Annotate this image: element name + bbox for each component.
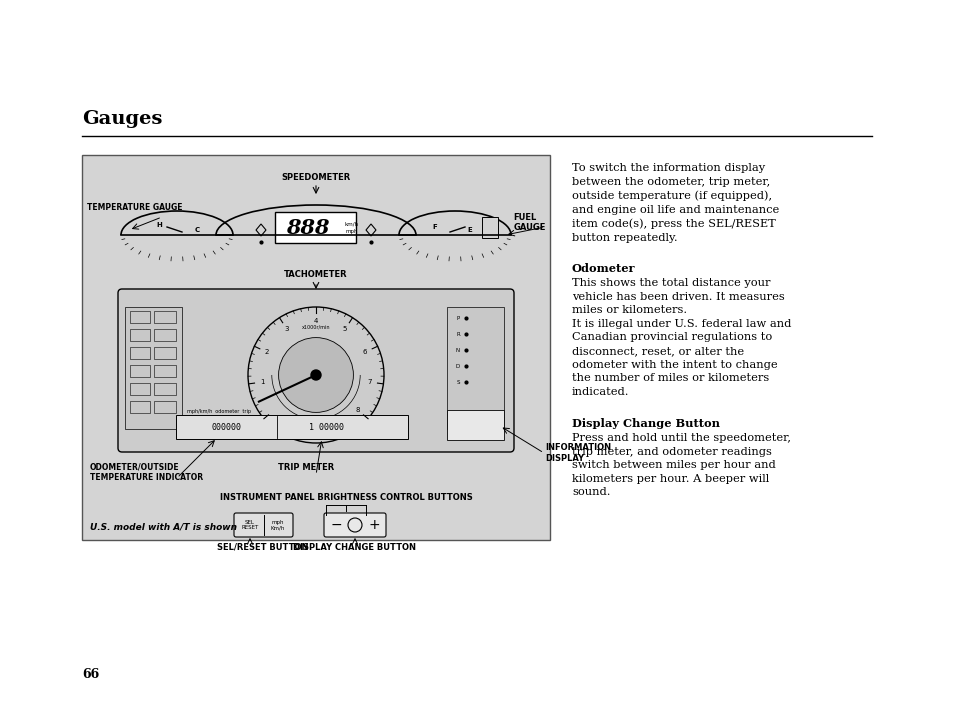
Text: 5: 5 [342, 327, 347, 332]
FancyBboxPatch shape [482, 217, 498, 238]
Text: DISPLAY CHANGE BUTTON: DISPLAY CHANGE BUTTON [294, 543, 416, 552]
Text: 000000: 000000 [212, 422, 242, 432]
FancyBboxPatch shape [275, 212, 356, 243]
Text: F: F [432, 224, 436, 230]
Text: mph
Km/h: mph Km/h [271, 520, 285, 530]
Text: To switch the information display
between the odometer, trip meter,
outside temp: To switch the information display betwee… [572, 163, 779, 243]
Text: H: H [156, 222, 162, 228]
Circle shape [278, 337, 353, 413]
Text: This shows the total distance your
vehicle has been driven. It measures
miles or: This shows the total distance your vehic… [572, 278, 791, 397]
Circle shape [311, 370, 320, 380]
Text: C: C [194, 227, 199, 233]
Text: SEL
RESET: SEL RESET [241, 520, 258, 530]
Text: 1 00000: 1 00000 [309, 422, 344, 432]
Text: 888: 888 [286, 218, 330, 238]
Text: E: E [467, 227, 472, 233]
FancyBboxPatch shape [175, 415, 408, 439]
Bar [153, 347, 175, 359]
Text: SEL/RESET BUTTON: SEL/RESET BUTTON [217, 543, 309, 552]
FancyBboxPatch shape [125, 307, 182, 429]
Text: FUEL
GAUGE: FUEL GAUGE [513, 213, 545, 232]
Text: 3: 3 [284, 327, 289, 332]
Text: 66: 66 [82, 668, 99, 681]
Text: +: + [368, 518, 379, 532]
FancyBboxPatch shape [447, 307, 503, 429]
Text: Odometer: Odometer [572, 263, 635, 274]
Bar [153, 383, 175, 395]
FancyBboxPatch shape [82, 155, 550, 540]
Text: SPEEDOMETER: SPEEDOMETER [281, 173, 351, 182]
Text: Gauges: Gauges [82, 110, 162, 128]
Bar [153, 329, 175, 341]
Bar [153, 365, 175, 377]
FancyBboxPatch shape [324, 513, 386, 537]
Text: D: D [456, 364, 459, 368]
Text: Press and hold until the speedometer,
trip meter, and odometer readings
switch b: Press and hold until the speedometer, tr… [572, 433, 790, 498]
FancyBboxPatch shape [233, 513, 293, 537]
Text: TACHOMETER: TACHOMETER [284, 270, 348, 279]
Text: P: P [456, 315, 459, 320]
Text: x1000r/min: x1000r/min [301, 324, 330, 329]
Text: 2: 2 [265, 349, 269, 355]
Text: Display Change Button: Display Change Button [572, 418, 720, 429]
Text: 4: 4 [314, 318, 318, 324]
Bar [153, 401, 175, 413]
Text: R: R [456, 332, 459, 337]
Text: INFORMATION
DISPLAY: INFORMATION DISPLAY [544, 443, 611, 463]
Bar [130, 383, 150, 395]
FancyBboxPatch shape [118, 289, 514, 452]
Text: TEMPERATURE GAUGE: TEMPERATURE GAUGE [87, 203, 182, 212]
Bar [153, 311, 175, 323]
Text: N: N [456, 347, 459, 352]
Text: ODOMETER/OUTSIDE
TEMPERATURE INDICATOR: ODOMETER/OUTSIDE TEMPERATURE INDICATOR [90, 463, 203, 482]
Bar [130, 365, 150, 377]
Bar [130, 347, 150, 359]
Bar [130, 401, 150, 413]
Text: TRIP METER: TRIP METER [277, 463, 334, 472]
Text: km/h: km/h [345, 222, 358, 226]
Text: U.S. model with A/T is shown: U.S. model with A/T is shown [90, 522, 236, 531]
Bar [130, 329, 150, 341]
FancyBboxPatch shape [447, 410, 503, 440]
Text: mph/km/h  odometer  trip: mph/km/h odometer trip [187, 408, 251, 413]
Text: mph: mph [345, 229, 358, 234]
Bar [130, 311, 150, 323]
Text: 8: 8 [355, 407, 359, 413]
Text: 1: 1 [260, 379, 264, 385]
Text: −: − [330, 518, 341, 532]
Text: INSTRUMENT PANEL BRIGHTNESS CONTROL BUTTONS: INSTRUMENT PANEL BRIGHTNESS CONTROL BUTT… [219, 493, 472, 502]
Text: S: S [456, 380, 459, 385]
Text: 7: 7 [367, 379, 372, 385]
Text: 6: 6 [362, 349, 367, 355]
